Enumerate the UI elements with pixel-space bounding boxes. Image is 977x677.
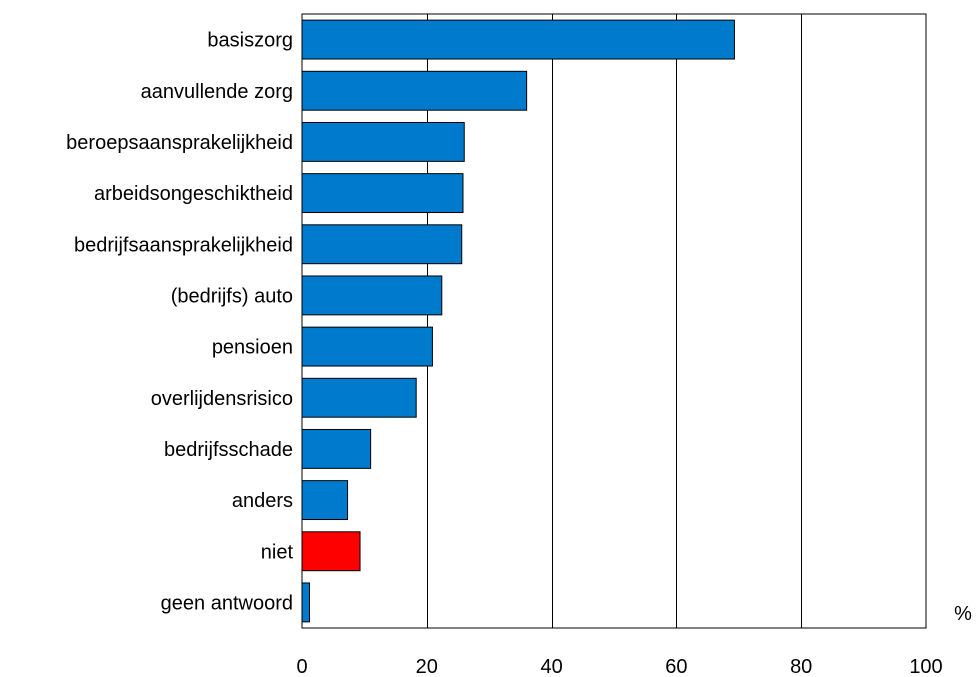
category-label: niet bbox=[261, 541, 294, 563]
bar-arbeidsongeschiktheid bbox=[301, 173, 464, 214]
x-tick-label: 20 bbox=[416, 656, 438, 677]
x-tick-label: 40 bbox=[540, 656, 562, 677]
bar-pensioen bbox=[301, 326, 433, 367]
bar-bedrijfsaansprakelijkheid bbox=[301, 224, 463, 265]
category-label: pensioen bbox=[212, 337, 293, 359]
bar-aanvullende-zorg bbox=[301, 70, 528, 111]
category-labels: basiszorg aanvullende zorg beroepsaansprak… bbox=[66, 30, 293, 615]
gridlines bbox=[427, 14, 802, 628]
bar-basiszorg bbox=[301, 19, 735, 60]
category-label: geen antwoord bbox=[161, 592, 293, 614]
category-label: aanvullende zorg bbox=[141, 81, 293, 103]
bar-anders bbox=[301, 480, 349, 521]
category-label: basiszorg bbox=[207, 30, 293, 52]
category-label: overlijdensrisico bbox=[151, 388, 293, 410]
x-tick-label: 80 bbox=[790, 656, 812, 677]
category-label: anders bbox=[232, 490, 293, 512]
x-tick-label: 60 bbox=[665, 656, 687, 677]
bar-niet bbox=[301, 531, 361, 572]
category-label: bedrijfsschade bbox=[164, 439, 293, 461]
category-label: arbeidsongeschiktheid bbox=[94, 183, 293, 205]
category-label: (bedrijfs) auto bbox=[171, 285, 293, 307]
x-tick-label: 100 bbox=[909, 656, 942, 677]
x-tick-labels: 0 20 40 60 80 100 bbox=[296, 656, 942, 677]
plot-frame bbox=[301, 13, 927, 629]
bar-geen-antwoord bbox=[301, 582, 310, 623]
bar-bedrijfsschade bbox=[301, 428, 372, 469]
bars bbox=[301, 19, 735, 623]
bar-bedrijfs-auto bbox=[301, 275, 443, 316]
unit-label: % bbox=[954, 603, 972, 625]
x-tick-label: 0 bbox=[296, 656, 307, 677]
category-label: beroepsaansprakelijkheid bbox=[66, 132, 293, 154]
category-label: bedrijfsaansprakelijkheid bbox=[74, 234, 293, 256]
bar-overlijdensrisico bbox=[301, 377, 417, 418]
bar-beroepsaansprakelijkheid bbox=[301, 121, 465, 162]
